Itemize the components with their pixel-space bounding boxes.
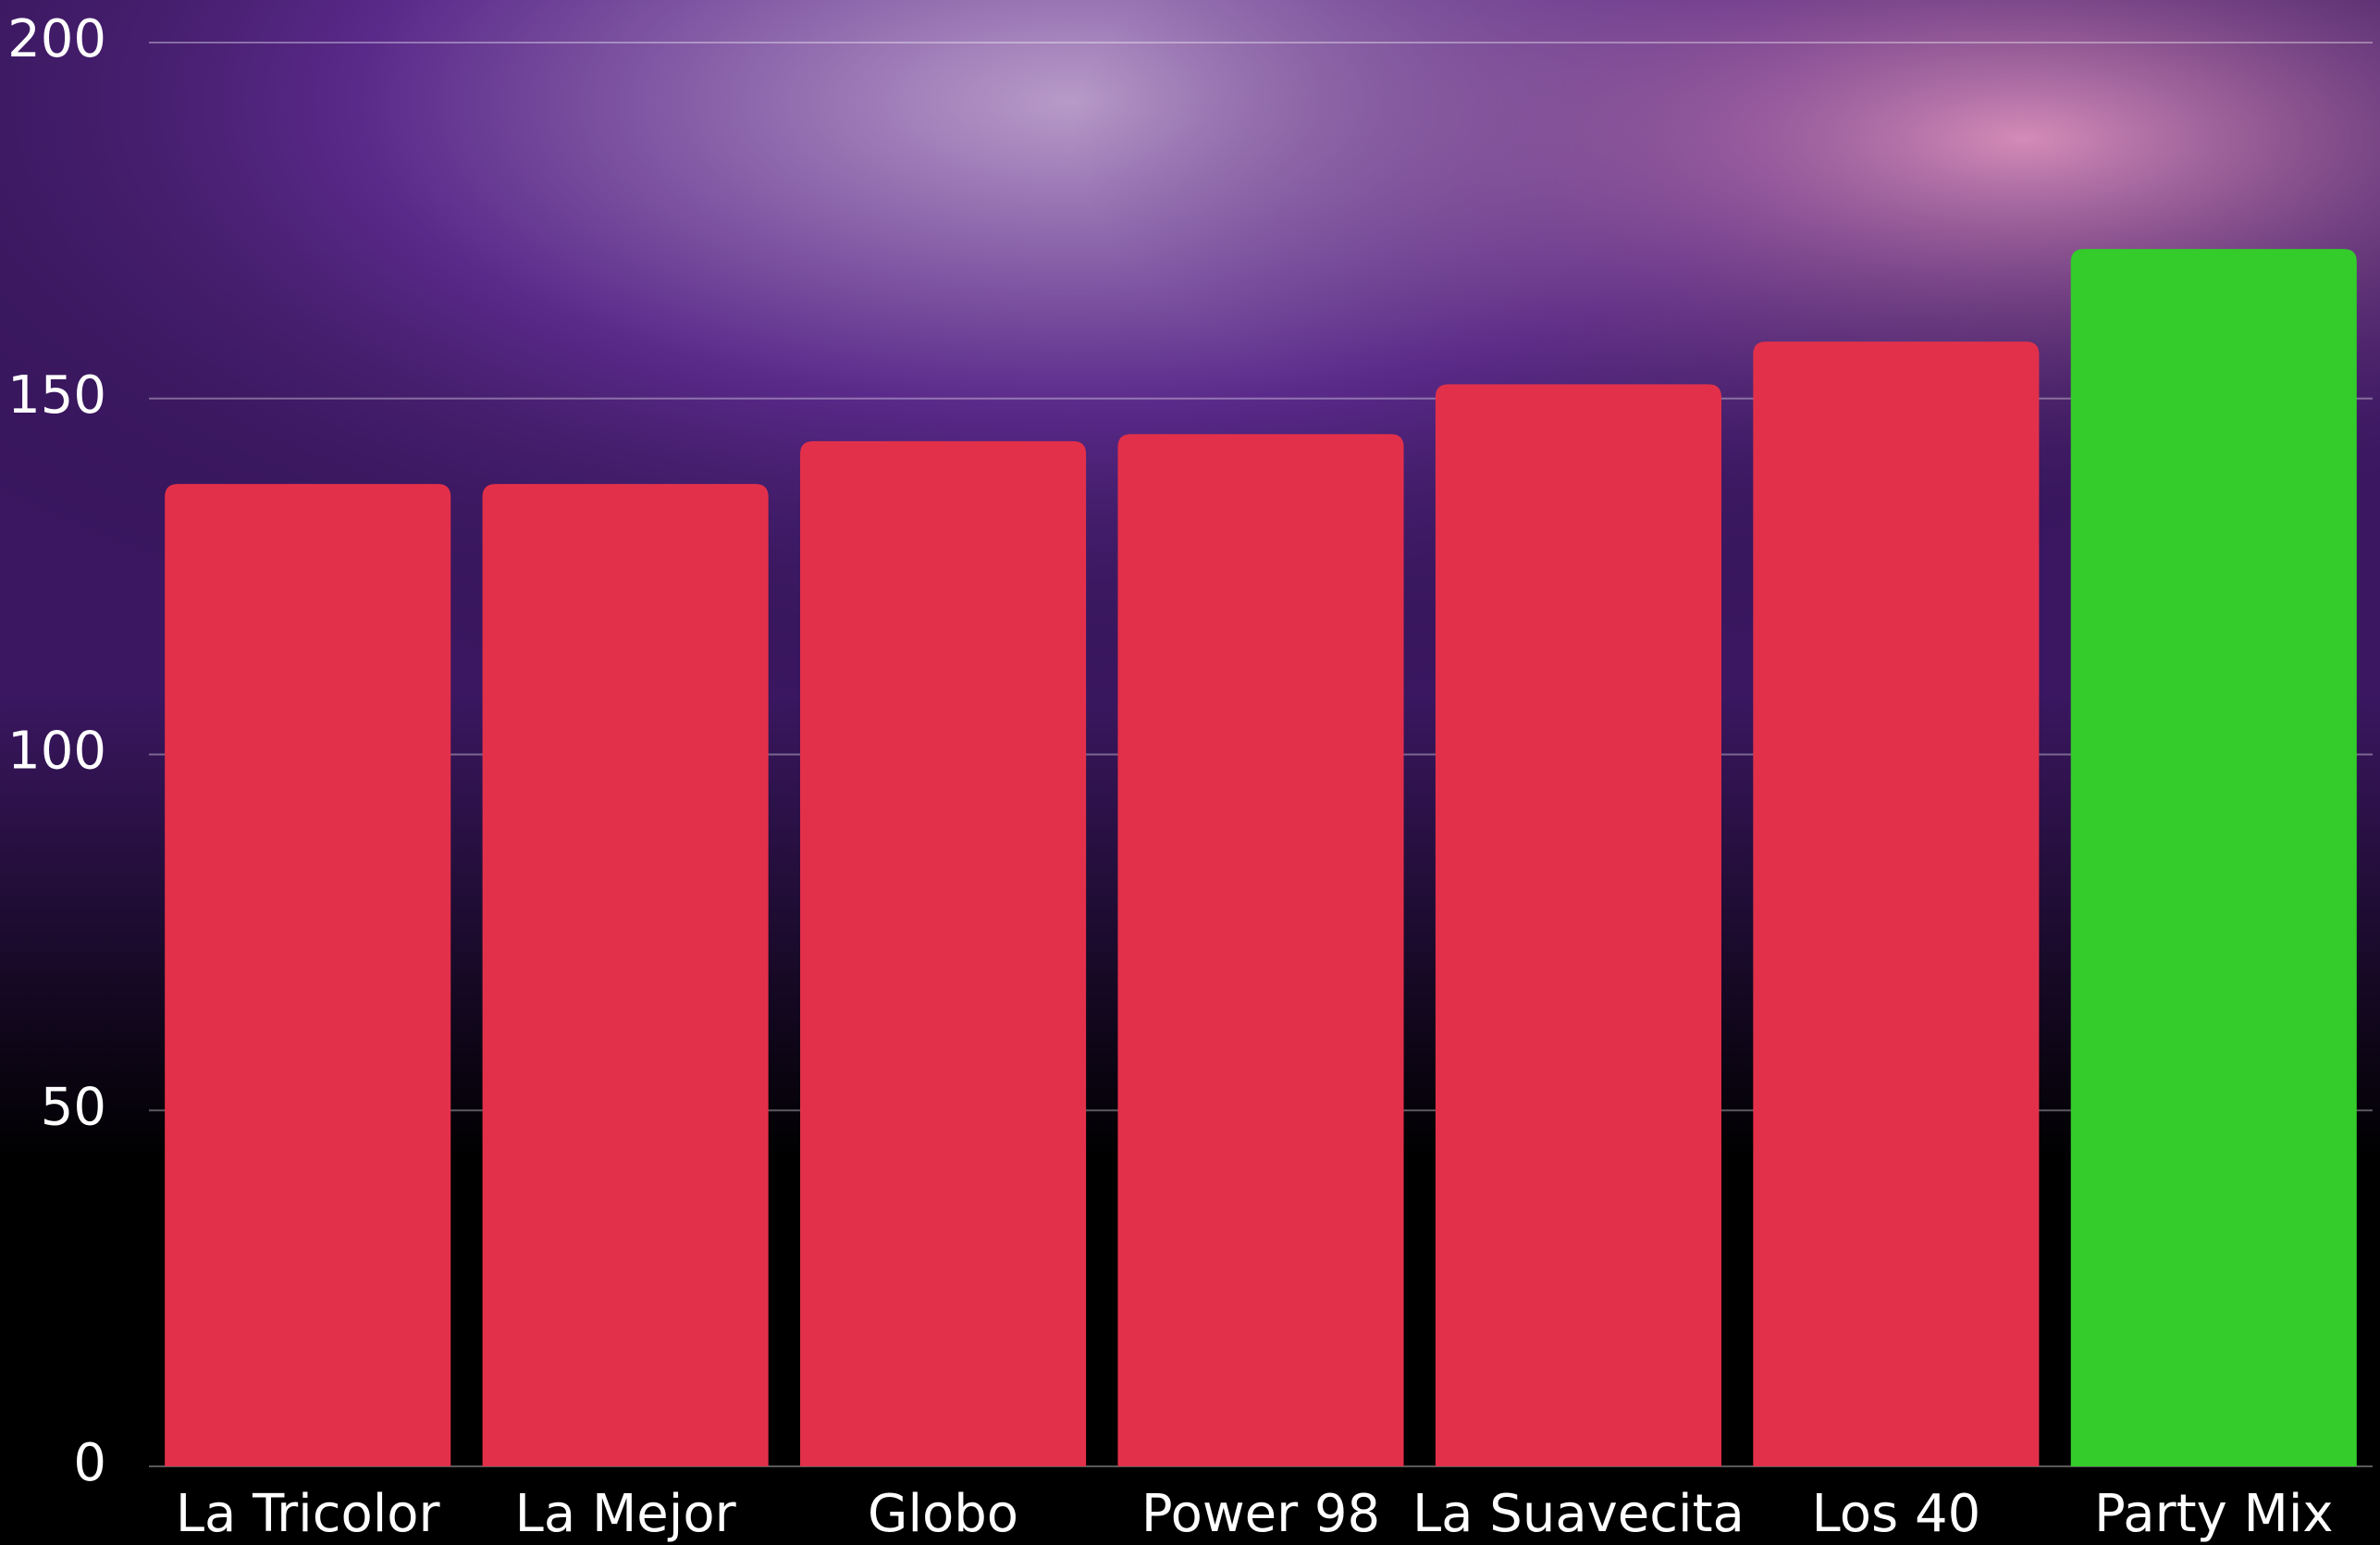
x-tick-label: Power 98	[1141, 1484, 1380, 1544]
y-tick-label: 100	[7, 722, 106, 782]
x-tick-label: La Mejor	[515, 1484, 737, 1544]
y-tick-label: 150	[7, 365, 106, 426]
y-tick-label: 0	[73, 1433, 106, 1493]
y-tick-label: 200	[7, 9, 106, 69]
bar	[482, 484, 769, 1466]
bar	[2070, 249, 2357, 1466]
x-tick-label: Party Mix	[2094, 1484, 2334, 1544]
bar	[800, 440, 1087, 1466]
x-tick-label: Globo	[868, 1484, 1018, 1544]
y-tick-label: 50	[41, 1077, 106, 1137]
bar	[165, 484, 451, 1466]
x-tick-label: La Tricolor	[176, 1484, 441, 1544]
x-tick-label: La Suavecita	[1412, 1484, 1745, 1544]
bar	[1435, 384, 1721, 1466]
bar	[1117, 434, 1404, 1467]
bar	[1753, 341, 2040, 1467]
x-tick-label: Los 40	[1811, 1484, 1980, 1544]
